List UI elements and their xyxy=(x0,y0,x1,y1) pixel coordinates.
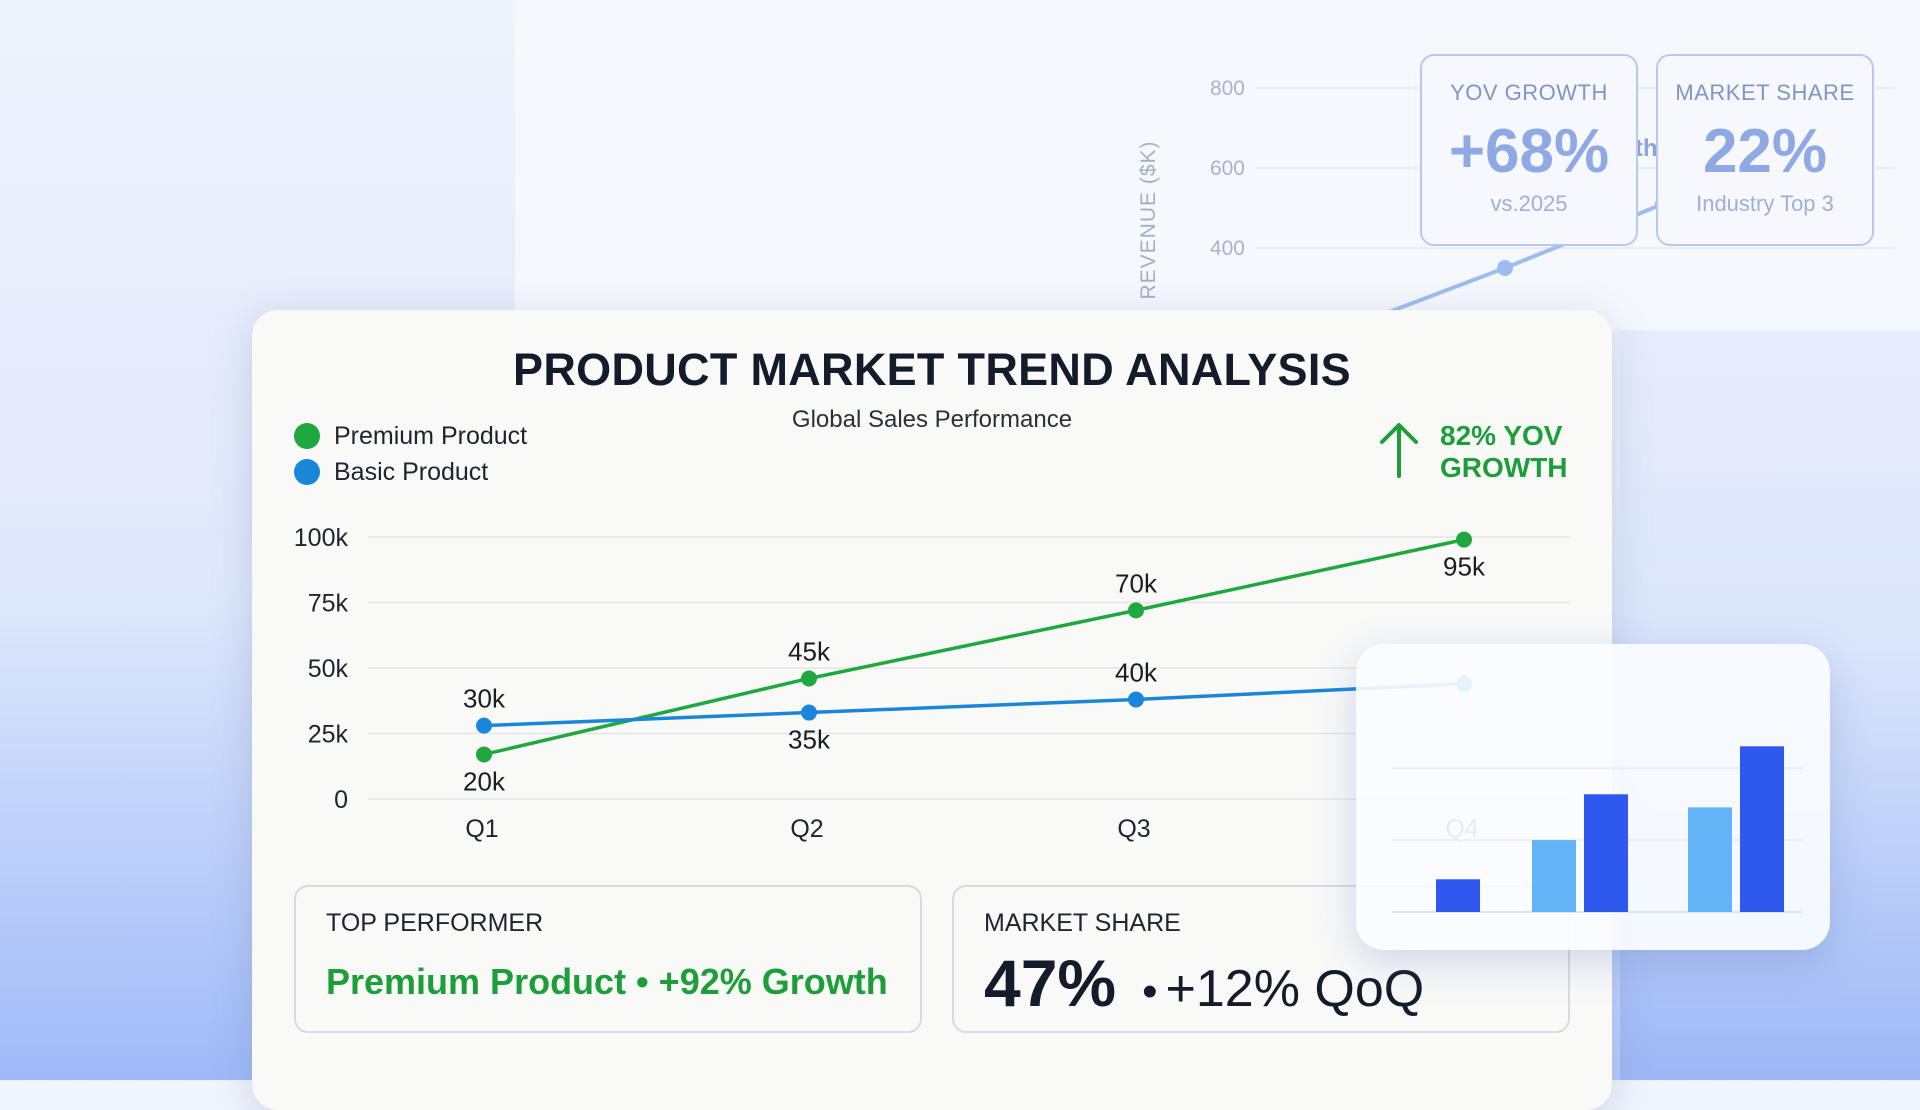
bg-y-tick-label: 800 xyxy=(1210,77,1245,100)
premium-dot-icon xyxy=(294,423,320,449)
bar-light xyxy=(1532,840,1576,912)
market-share-label: MARKET SHARE xyxy=(984,909,1181,937)
data-label: 70k xyxy=(1115,568,1158,598)
x-tick-label-q3: Q3 xyxy=(1117,815,1150,843)
data-label: 20k xyxy=(463,766,506,796)
market-share-card-bg: MARKET SHARE 22% Industry Top 3 xyxy=(1656,54,1874,246)
y-tick-label: 0 xyxy=(334,786,348,814)
data-label: 35k xyxy=(788,725,831,755)
bg-y-axis-label: REVENUE ($K) xyxy=(1137,140,1160,299)
top-performer-label: TOP PERFORMER xyxy=(326,909,544,937)
data-label: 45k xyxy=(788,636,831,666)
data-point-premium xyxy=(1128,602,1144,619)
market-share-bg-value: 22% xyxy=(1702,117,1828,186)
y-tick-label: 25k xyxy=(308,721,349,749)
legend-label-premium: Premium Product xyxy=(334,421,528,450)
bar-chart xyxy=(1392,746,1802,913)
x-tick-label-q1: Q1 xyxy=(465,815,498,843)
yov-growth-sub: vs.2025 xyxy=(1490,191,1568,216)
bar-dark xyxy=(1436,879,1480,912)
market-share-value: 47% xyxy=(984,946,1117,1020)
bar-dark xyxy=(1740,746,1784,912)
legend-item-basic[interactable]: Basic Product xyxy=(294,454,527,490)
data-point-basic xyxy=(801,704,817,721)
bg-y-tick-label: 400 xyxy=(1210,237,1245,260)
arrow-up-icon xyxy=(1380,423,1418,478)
y-tick-label: 75k xyxy=(308,590,349,618)
growth-badge-line2: GROWTH xyxy=(1440,452,1568,483)
bg-y-tick-label: 600 xyxy=(1210,157,1245,180)
data-point-premium xyxy=(801,670,817,687)
y-tick-label: 50k xyxy=(308,655,349,683)
bar-chart-card xyxy=(1356,644,1830,950)
market-share-bg-label: MARKET SHARE xyxy=(1675,80,1855,105)
market-share-bg-sub: Industry Top 3 xyxy=(1696,191,1834,216)
top-performer-box: TOP PERFORMER Premium Product • +92% Gro… xyxy=(294,885,922,1033)
bar-light xyxy=(1688,807,1732,912)
yov-growth-card: YOV GROWTH +68% vs.2025 xyxy=(1420,54,1638,246)
growth-badge: 82% YOV GROWTH xyxy=(1376,420,1568,484)
data-point-basic xyxy=(476,717,492,734)
bg-data-point xyxy=(1497,260,1513,276)
series-line-premium xyxy=(483,537,1465,757)
growth-badge-line1: 82% YOV xyxy=(1440,420,1563,451)
basic-dot-icon xyxy=(294,459,320,485)
chart-title: PRODUCT MARKET TREND ANALYSIS xyxy=(513,344,1351,395)
y-tick-label: 100k xyxy=(294,524,349,552)
series-line-basic xyxy=(483,681,1465,728)
trend-analysis-card: PRODUCT MARKET TREND ANALYSIS Global Sal… xyxy=(252,310,1612,1110)
data-label: 95k xyxy=(1443,552,1486,582)
market-share-box: MARKET SHARE 47% • +12% QoQ xyxy=(952,885,1570,1033)
x-tick-label-q2: Q2 xyxy=(790,815,823,843)
market-share-separator: • xyxy=(1142,967,1158,1016)
chart-subtitle: Global Sales Performance xyxy=(791,406,1073,433)
data-label: 40k xyxy=(1115,657,1158,687)
yov-growth-value: +68% xyxy=(1448,117,1610,186)
legend-item-premium[interactable]: Premium Product xyxy=(294,418,527,454)
legend-label-basic: Basic Product xyxy=(334,457,489,486)
chart-legend: Premium Product Basic Product xyxy=(294,418,527,490)
data-point-basic xyxy=(1128,691,1144,708)
yov-growth-label: YOV GROWTH xyxy=(1450,80,1608,105)
data-point-premium xyxy=(1456,531,1472,548)
market-share-change: +12% QoQ xyxy=(1165,960,1425,1018)
top-performer-value: Premium Product • +92% Growth xyxy=(326,961,888,1002)
data-label: 30k xyxy=(463,684,506,714)
bar-dark xyxy=(1584,794,1628,912)
data-point-premium xyxy=(476,746,492,763)
